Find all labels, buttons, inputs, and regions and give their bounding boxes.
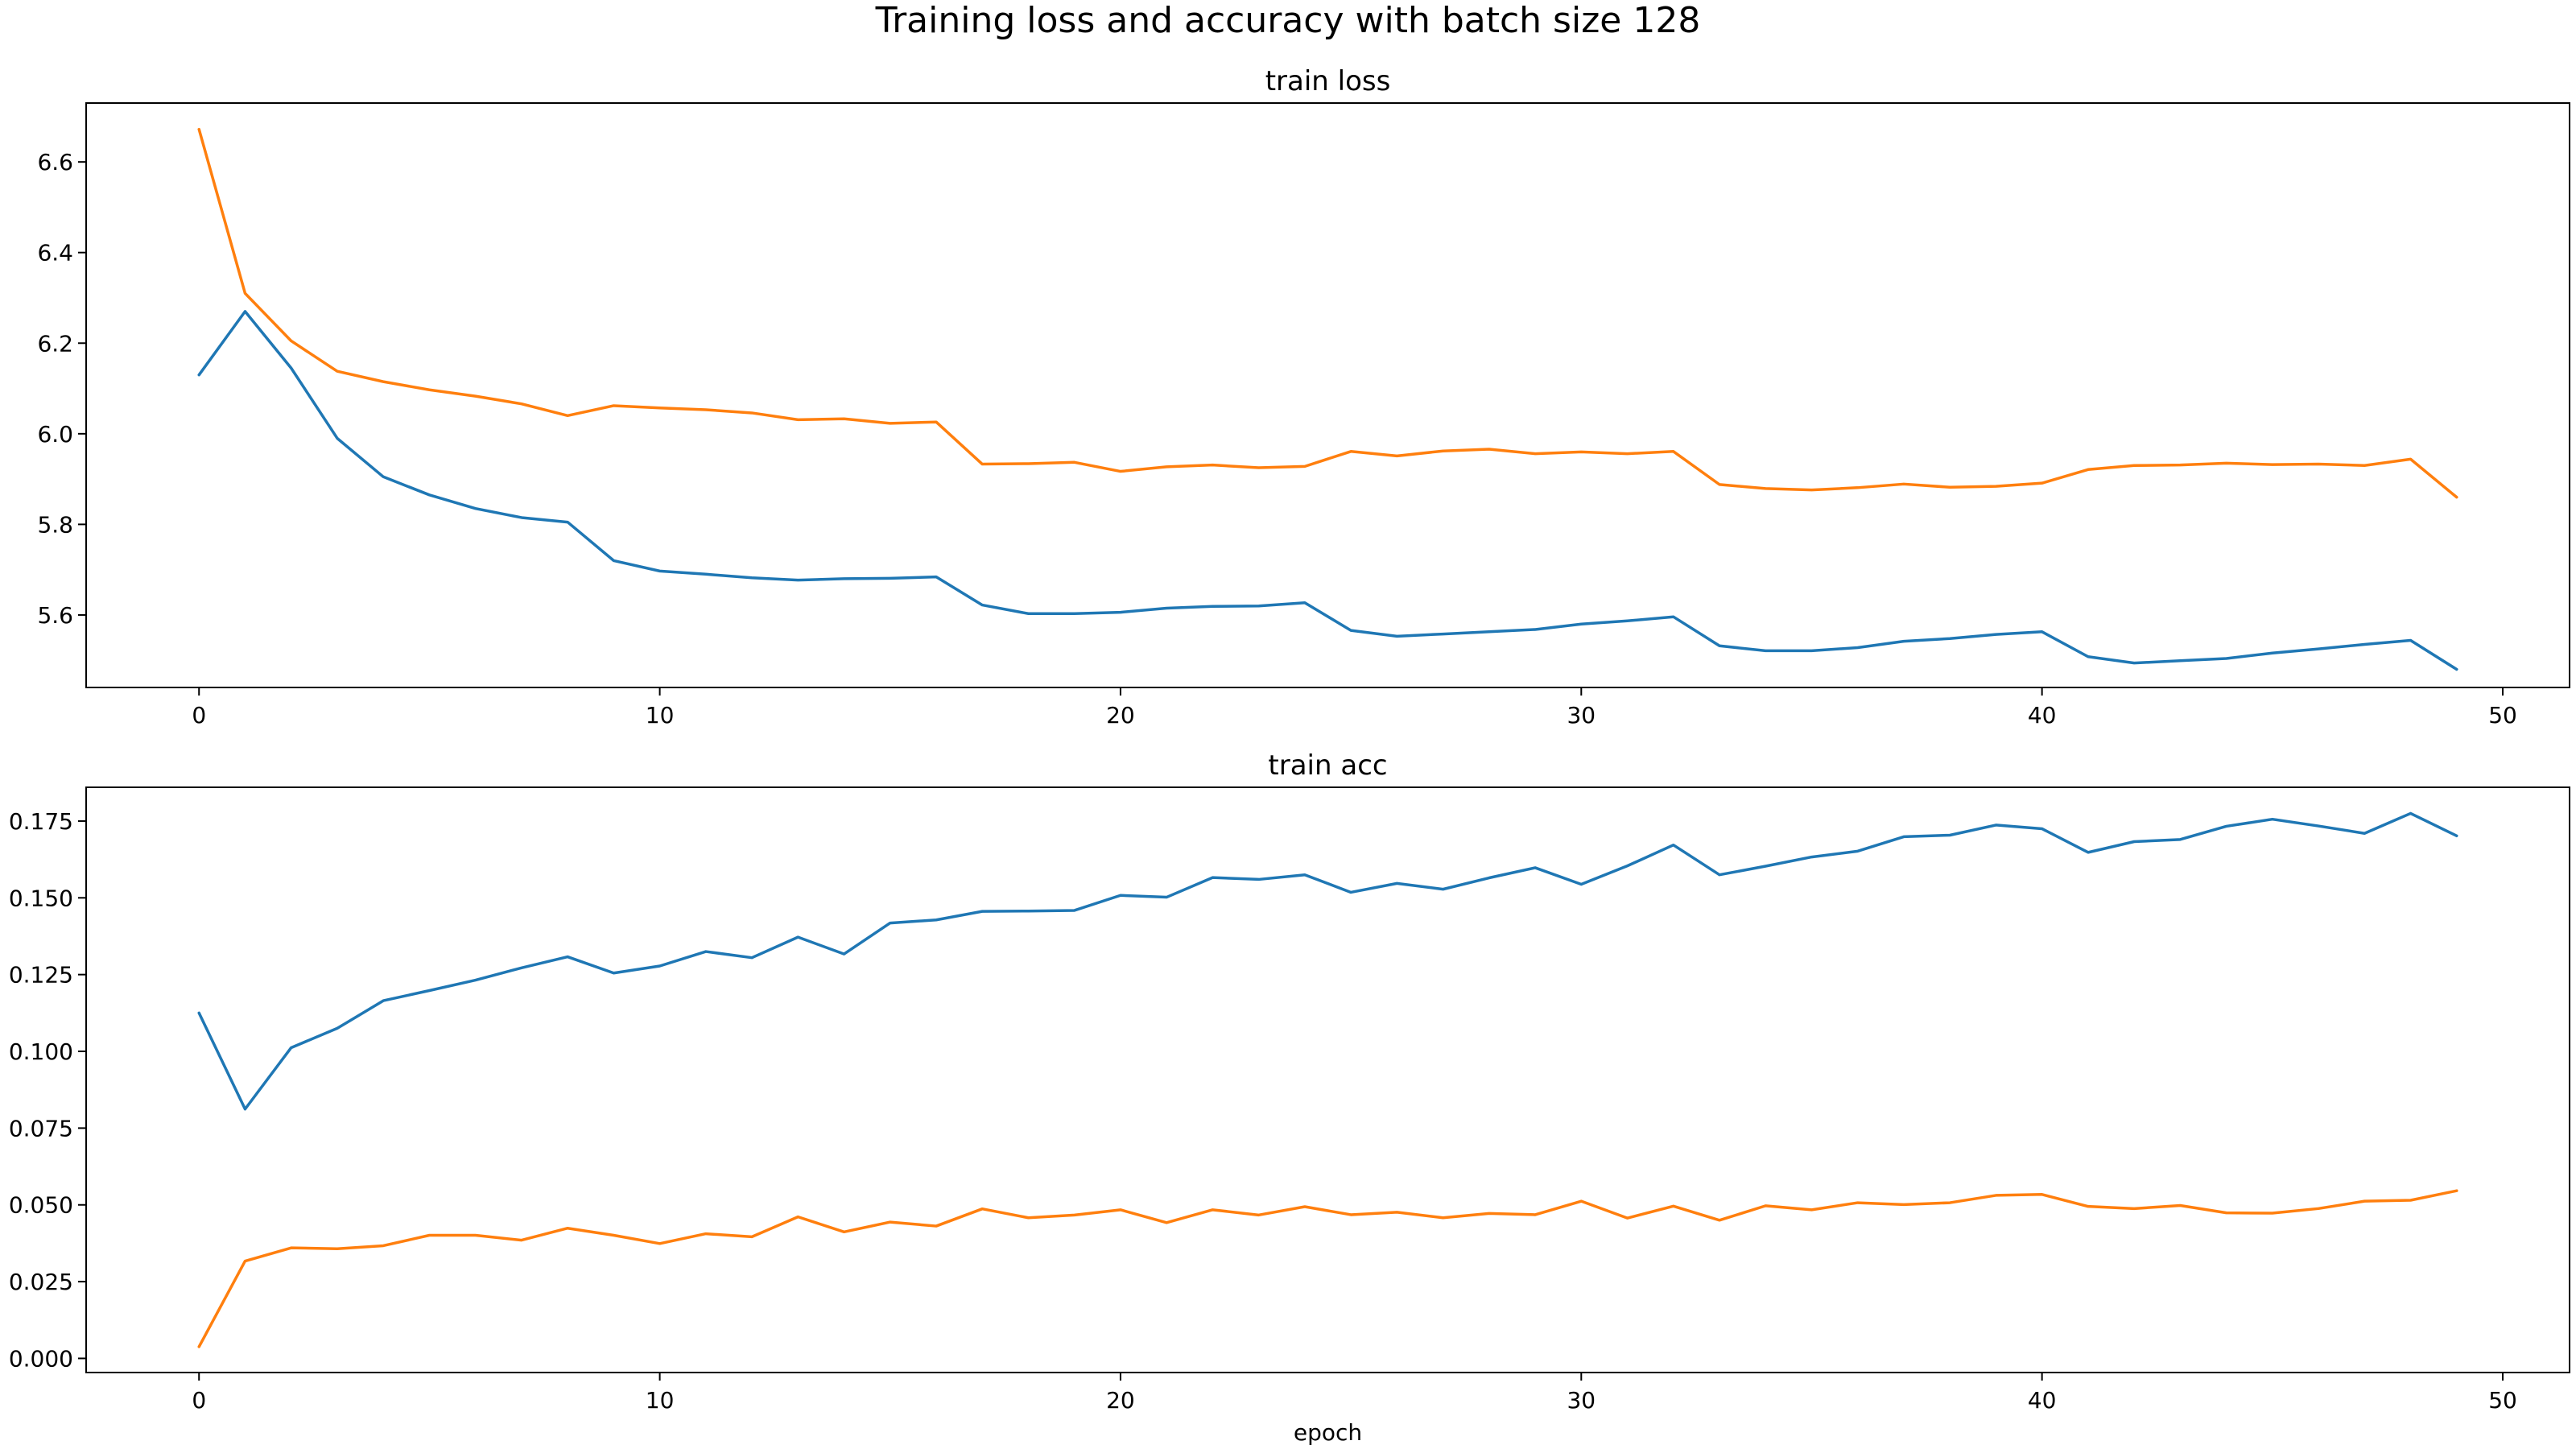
- line-series-orange: [197, 127, 2458, 499]
- x-axis-label: epoch: [1294, 1419, 1362, 1446]
- x-tick-label: 0: [192, 702, 206, 729]
- line-series-orange: [197, 1189, 2458, 1348]
- y-tick-label: 0.100: [9, 1038, 73, 1065]
- axes-frame: [85, 102, 2570, 688]
- y-tick-label: 5.6: [37, 602, 73, 629]
- x-tick-label: 10: [646, 1387, 675, 1414]
- x-tick-label: 0: [192, 1387, 206, 1414]
- x-tick-label: 10: [646, 702, 675, 729]
- subplot-train-loss: 0 10 20 30 40 50 5.6 5.8 6.0 6.2 6.4 6.6 train loss: [37, 65, 2570, 729]
- x-tick-label: 50: [2488, 702, 2517, 729]
- x-tick-label: 40: [2028, 702, 2057, 729]
- y-tick-label: 0.000: [9, 1345, 73, 1372]
- y-tick-label: 0.125: [9, 962, 73, 989]
- y-tick-label: 5.8: [37, 511, 73, 538]
- x-tick-label: 40: [2028, 1387, 2057, 1414]
- y-tick-label: 6.6: [37, 149, 73, 175]
- y-tick-label: 0.175: [9, 808, 73, 835]
- y-tick-label: 0.150: [9, 885, 73, 911]
- x-tick-label: 50: [2488, 1387, 2517, 1414]
- y-tick-label: 0.075: [9, 1115, 73, 1141]
- subplot-title: train acc: [1268, 749, 1387, 782]
- line-series-blue: [197, 310, 2458, 671]
- x-tick-label: 20: [1106, 702, 1135, 729]
- subplot-title: train loss: [1265, 65, 1391, 97]
- x-tick-label: 30: [1567, 702, 1596, 729]
- axes-frame: [85, 786, 2570, 1373]
- x-tick-label: 20: [1106, 1387, 1135, 1414]
- y-tick-label: 6.0: [37, 421, 73, 448]
- figure-suptitle: Training loss and accuracy with batch si…: [875, 0, 1701, 41]
- y-tick-label: 0.025: [9, 1269, 73, 1295]
- y-tick-label: 6.2: [37, 330, 73, 357]
- line-series-blue: [197, 811, 2458, 1111]
- x-tick-label: 30: [1567, 1387, 1596, 1414]
- y-tick-label: 6.4: [37, 240, 73, 266]
- subplot-train-acc: 0 10 20 30 40 50 0.000 0.025 0.050 0.075 0.100 0.12…: [9, 749, 2570, 1446]
- y-tick-label: 0.050: [9, 1192, 73, 1219]
